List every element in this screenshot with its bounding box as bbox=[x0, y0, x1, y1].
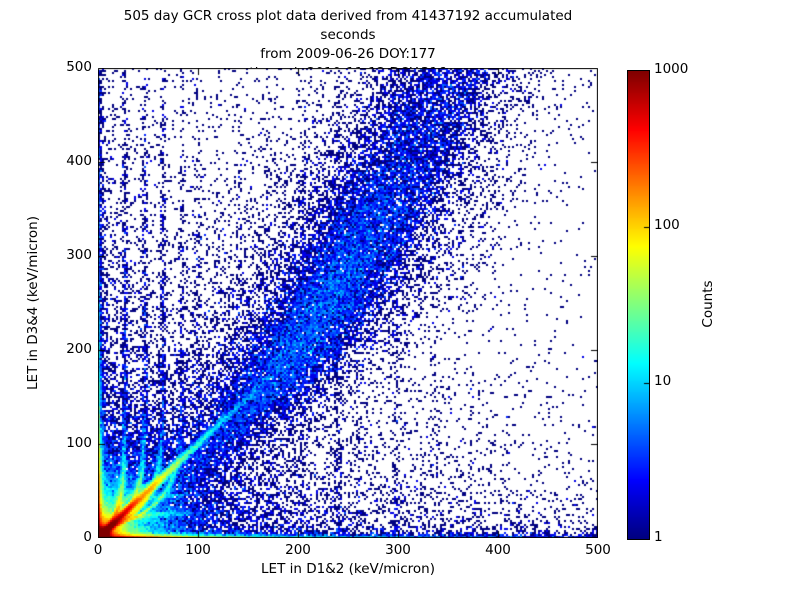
figure-title-line-1: 505 day GCR cross plot data derived from… bbox=[123, 8, 573, 43]
y-tick-label: 300 bbox=[66, 247, 92, 263]
y-tick-label: 100 bbox=[66, 435, 92, 451]
x-tick-label: 500 bbox=[585, 542, 611, 558]
colorbar-tick-label: 1000 bbox=[654, 61, 689, 77]
x-tick-label: 100 bbox=[185, 542, 211, 558]
colorbar-canvas bbox=[627, 70, 650, 540]
y-tick-label: 0 bbox=[83, 529, 92, 545]
colorbar-tick-label: 100 bbox=[654, 217, 680, 233]
x-axis-label: LET in D1&2 (keV/micron) bbox=[261, 561, 435, 577]
x-tick-label: 0 bbox=[93, 542, 103, 558]
colorbar-tick-label: 10 bbox=[654, 373, 672, 389]
colorbar-tick-label: 1 bbox=[654, 529, 663, 545]
y-tick-label: 200 bbox=[66, 341, 92, 357]
x-tick-label: 200 bbox=[285, 542, 311, 558]
colorbar-label: Counts bbox=[700, 280, 716, 328]
x-tick-label: 400 bbox=[485, 542, 511, 558]
heatmap-canvas bbox=[98, 68, 598, 538]
y-tick-label: 500 bbox=[66, 59, 92, 75]
y-axis-label: LET in D3&4 (keV/micron) bbox=[25, 216, 41, 390]
y-tick-label: 400 bbox=[66, 153, 92, 169]
x-tick-label: 300 bbox=[385, 542, 411, 558]
figure-title-line-2: from 2009-06-26 DOY:177 bbox=[260, 46, 436, 62]
